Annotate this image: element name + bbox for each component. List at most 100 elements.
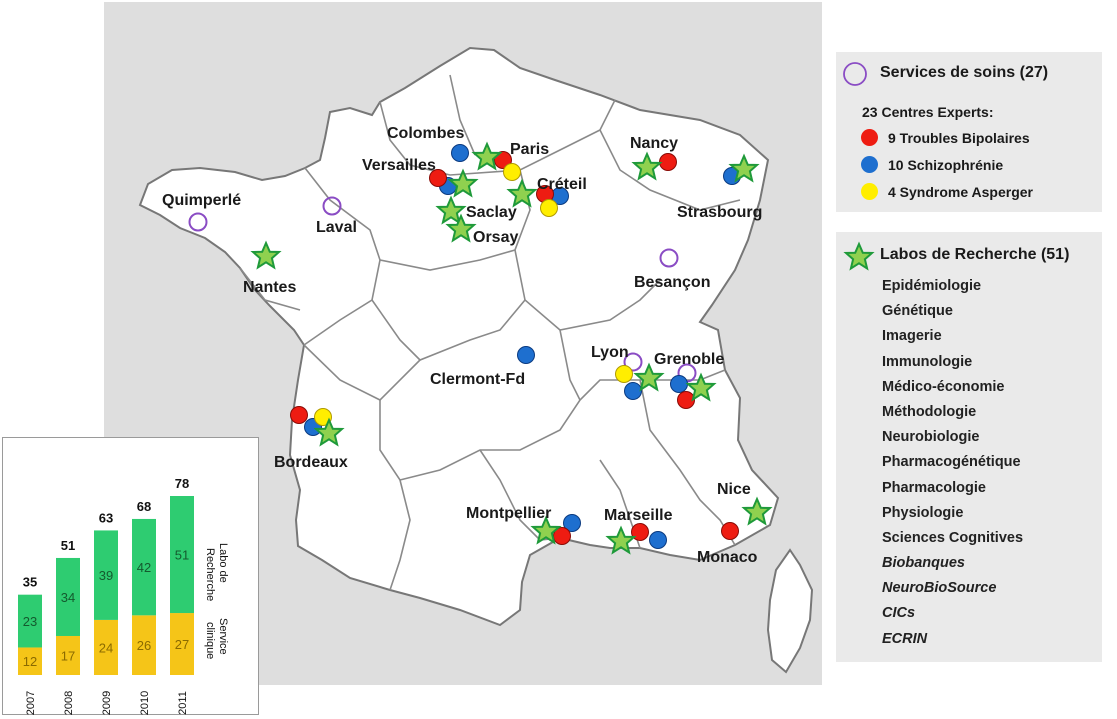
bar-value-label: 27 <box>175 637 189 652</box>
bar-total-label: 63 <box>99 510 113 525</box>
bar-service <box>170 613 194 675</box>
legend-schizo-label: 10 Schizophrénie <box>888 157 1004 173</box>
schizo-marker <box>624 382 642 400</box>
bipolar-marker <box>631 523 649 541</box>
legend-bipolar-label: 9 Troubles Bipolaires <box>888 130 1030 146</box>
schizo-marker <box>563 514 581 532</box>
legend-labos-panel: Labos de Recherche (51) Epidémiologie Gé… <box>836 232 1102 662</box>
region-borders <box>239 74 741 591</box>
city-label-paris: Paris <box>510 141 549 158</box>
france-mainland <box>138 46 780 627</box>
city-label-besancon: Besançon <box>634 274 710 291</box>
labo-item-italic: ECRIN <box>882 630 928 647</box>
labo-item: Génétique <box>882 303 953 320</box>
legend-asperger-label: 4 Syndrome Asperger <box>888 184 1033 200</box>
bipolar-marker <box>659 153 677 171</box>
bar-labo <box>18 594 42 648</box>
city-label-colombes: Colombes <box>387 125 464 142</box>
labo-item: Physiologie <box>882 504 964 521</box>
labos-title: Labos de Recherche (51) <box>880 246 1070 263</box>
bar-value-label: 39 <box>99 568 113 583</box>
labo-item: Neurobiologie <box>882 429 980 446</box>
labo-item: Epidémiologie <box>882 278 982 294</box>
service-marker <box>188 212 208 232</box>
bipolar-marker <box>429 169 447 187</box>
bar-value-label: 23 <box>23 614 37 629</box>
service-legend-icon <box>843 62 867 86</box>
city-label-laval: Laval <box>316 219 357 236</box>
series-label-labo: Labo de <box>217 543 229 583</box>
asperger-marker <box>503 163 521 181</box>
series-label-service: Service <box>217 618 229 655</box>
bar-value-label: 42 <box>137 560 151 575</box>
bar-value-label: 51 <box>175 548 189 563</box>
labo-item: Imagerie <box>882 328 942 345</box>
schizo-marker <box>670 375 688 393</box>
bar-service <box>18 647 42 675</box>
asperger-marker <box>540 199 558 217</box>
schizo-marker <box>649 531 667 549</box>
bipolar-marker <box>677 391 695 409</box>
labo-item: Méthodologie <box>882 403 977 420</box>
service-marker <box>322 196 342 216</box>
bar-total-label: 68 <box>137 499 151 514</box>
asperger-marker <box>314 408 332 426</box>
labo-item-italic: Biobanques <box>882 555 965 572</box>
bar-labo <box>94 530 118 620</box>
bipolar-layer <box>290 151 739 545</box>
service-marker <box>659 248 679 268</box>
city-label-versailles: Versailles <box>362 157 436 174</box>
x-tick-label: 2009 <box>101 691 113 715</box>
growth-chart: 12 23 35 2007 17 34 51 2008 24 39 63 2009 26 42 68 2010… <box>2 437 259 715</box>
bar-service <box>132 615 156 675</box>
city-label-clermont: Clermont-Fd <box>430 371 525 388</box>
city-label-bordeaux: Bordeaux <box>274 454 348 471</box>
bar-labo <box>170 496 194 614</box>
series-label-labo-2: Recherche <box>204 548 216 601</box>
bar-service <box>56 635 80 675</box>
bar-total-label: 35 <box>23 575 37 590</box>
city-label-montpellier: Montpellier <box>466 505 551 522</box>
bipolar-marker <box>290 406 308 424</box>
asperger-legend-dot <box>861 183 878 200</box>
bar-value-label: 26 <box>137 638 151 653</box>
growth-chart-svg: 12 23 35 2007 17 34 51 2008 24 39 63 2009 26 42 68 2010… <box>18 476 229 715</box>
city-label-nancy: Nancy <box>630 135 678 152</box>
city-label-strasbourg: Strasbourg <box>677 204 762 221</box>
schizo-legend-dot <box>861 156 878 173</box>
schizo-marker <box>517 346 535 364</box>
city-label-monaco: Monaco <box>697 549 758 566</box>
bipolar-marker <box>721 522 739 540</box>
city-label-nice: Nice <box>717 481 751 498</box>
x-tick-label: 2010 <box>139 691 151 715</box>
x-tick-label: 2008 <box>63 691 75 715</box>
star-legend-icon <box>845 243 873 270</box>
schizo-marker <box>451 144 469 162</box>
service-marker <box>623 352 643 372</box>
city-label-quimperle: Quimperlé <box>162 192 241 209</box>
city-label-creteil: Créteil <box>537 176 587 193</box>
bar-service <box>94 619 118 675</box>
services-layer <box>188 196 697 383</box>
x-tick-label: 2011 <box>177 691 189 715</box>
bar-total-label: 78 <box>175 476 189 491</box>
labo-item: Médico-économie <box>882 378 1005 395</box>
bar-labo <box>56 557 80 636</box>
x-tick-label: 2007 <box>25 691 37 715</box>
centres-title: 23 Centres Experts: <box>862 104 994 120</box>
city-label-saclay: Saclay <box>466 204 517 221</box>
bar-value-label: 24 <box>99 640 113 655</box>
city-label-lyon: Lyon <box>591 344 629 361</box>
series-label-service-2: clinique <box>204 622 216 659</box>
asperger-layer <box>314 163 633 426</box>
corsica <box>766 548 814 674</box>
bar-value-label: 12 <box>23 654 37 669</box>
city-labels: Colombes Paris Versailles Créteil Saclay… <box>162 125 762 566</box>
bipolar-marker <box>494 151 512 169</box>
labo-item-italic: NeuroBioSource <box>882 580 997 597</box>
bar-labo <box>132 518 156 616</box>
bar-total-label: 51 <box>61 538 75 553</box>
labo-item-italic: CICs <box>882 605 916 622</box>
bar-value-label: 17 <box>61 648 75 663</box>
